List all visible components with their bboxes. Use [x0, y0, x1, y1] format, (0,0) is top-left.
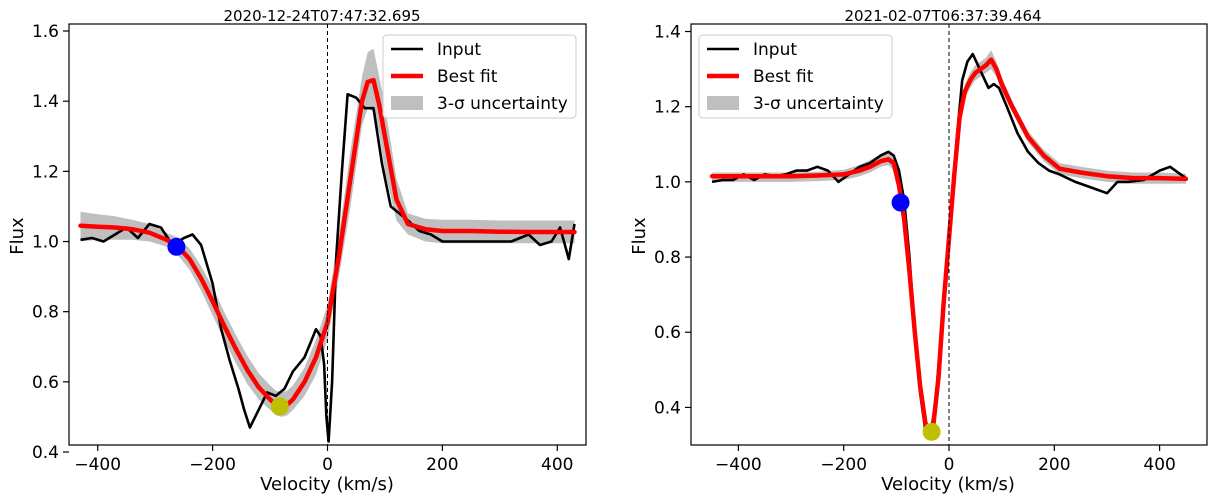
left-plot: 2020-12-24T07:47:32.695 Velocity (km/s) …: [7, 7, 587, 495]
left-ytick-label: 0.4: [32, 443, 59, 463]
left-marker-yellow: [270, 397, 289, 416]
right-marker-yellow: [922, 422, 941, 441]
left-plot-xlabel: Velocity (km/s): [260, 474, 394, 495]
right-xtick-label: 400: [1143, 455, 1175, 475]
left-ytick-label: 0.8: [32, 303, 59, 323]
right-legend-label: Best fit: [753, 67, 814, 87]
right-xtick-label: −200: [820, 455, 867, 475]
left-xtick-label: 0: [322, 455, 333, 475]
right-plot-xlabel: Velocity (km/s): [881, 474, 1015, 495]
right-ytick-label: 1.2: [654, 98, 681, 118]
left-marker-blue: [167, 237, 186, 256]
right-xtick-label: 0: [944, 455, 955, 475]
right-legend-label: Input: [753, 40, 797, 60]
right-marker-blue: [891, 193, 910, 212]
left-ytick-label: 1.2: [32, 162, 59, 182]
left-plot-title: 2020-12-24T07:47:32.695: [223, 7, 420, 25]
left-legend-swatch-band: [391, 96, 423, 110]
left-xtick-label: 400: [541, 455, 573, 475]
right-ytick-label: 0.8: [654, 248, 681, 268]
left-legend-label: 3-σ uncertainty: [437, 94, 568, 114]
right-ytick-label: 0.6: [654, 323, 681, 343]
right-ytick-label: 0.4: [654, 398, 681, 418]
right-legend-box: [698, 34, 893, 119]
left-legend-box: [382, 34, 577, 119]
left-ytick-label: 1.4: [32, 92, 59, 112]
right-best-fit-line: [709, 57, 1189, 436]
right-xtick-label: −400: [715, 455, 762, 475]
right-xtick-label: 200: [1038, 455, 1070, 475]
right-plot: 2021-02-07T06:37:39.464 Velocity (km/s) …: [629, 7, 1208, 495]
right-ytick-label: 1.0: [654, 173, 681, 193]
right-legend-label: 3-σ uncertainty: [753, 94, 884, 114]
right-legend-swatch-band: [707, 96, 739, 110]
left-plot-ylabel: Flux: [7, 217, 28, 255]
left-xtick-label: 200: [426, 455, 458, 475]
left-xtick-label: −200: [189, 455, 236, 475]
left-xtick-label: −400: [74, 455, 121, 475]
right-plot-title: 2021-02-07T06:37:39.464: [844, 7, 1041, 25]
right-ytick-label: 1.4: [654, 23, 681, 43]
left-ytick-label: 1.6: [32, 22, 59, 42]
right-plot-ylabel: Flux: [629, 217, 650, 255]
left-legend-label: Best fit: [437, 67, 498, 87]
left-legend-label: Input: [437, 40, 481, 60]
left-ytick-label: 0.6: [32, 373, 59, 393]
left-ytick-label: 1.0: [32, 233, 59, 253]
